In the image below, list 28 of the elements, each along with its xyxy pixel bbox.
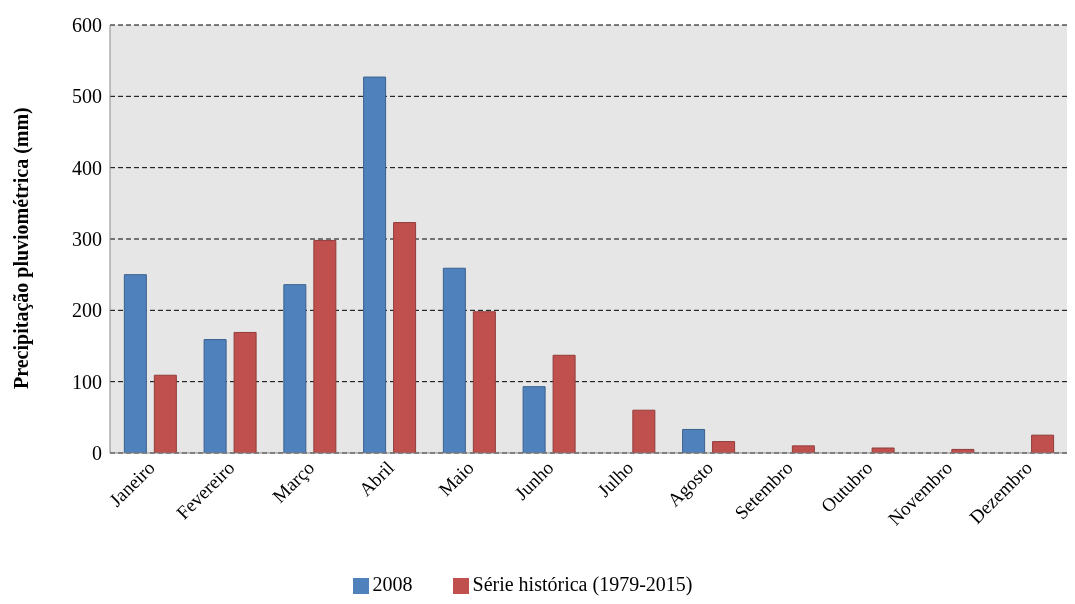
legend-label: 2008 (372, 573, 413, 595)
bar (313, 239, 337, 453)
bar (632, 409, 656, 453)
bar (442, 267, 466, 453)
bar (871, 447, 895, 453)
bar (153, 374, 177, 453)
y-tick-label: 300 (72, 228, 102, 251)
bar (1031, 434, 1055, 453)
y-tick-label: 0 (92, 442, 102, 465)
legend-label: Série histórica (1979-2015) (472, 573, 693, 595)
bar (203, 339, 227, 453)
bar (233, 331, 257, 453)
y-tick-label: 400 (72, 156, 102, 179)
bar (393, 222, 417, 453)
bar (472, 311, 496, 453)
y-tick-label: 500 (72, 85, 102, 108)
bar (552, 354, 576, 453)
y-axis-title: Precipitação pluviométrica (mm) (10, 107, 34, 389)
bar (682, 428, 706, 453)
y-tick-label: 200 (72, 299, 102, 322)
y-tick-label: 100 (72, 370, 102, 393)
bar (712, 441, 736, 453)
bar (283, 284, 307, 453)
bar (363, 76, 387, 453)
bar (522, 386, 546, 453)
bar (123, 274, 147, 453)
y-tick-label: 600 (72, 14, 102, 37)
bar (791, 445, 815, 453)
